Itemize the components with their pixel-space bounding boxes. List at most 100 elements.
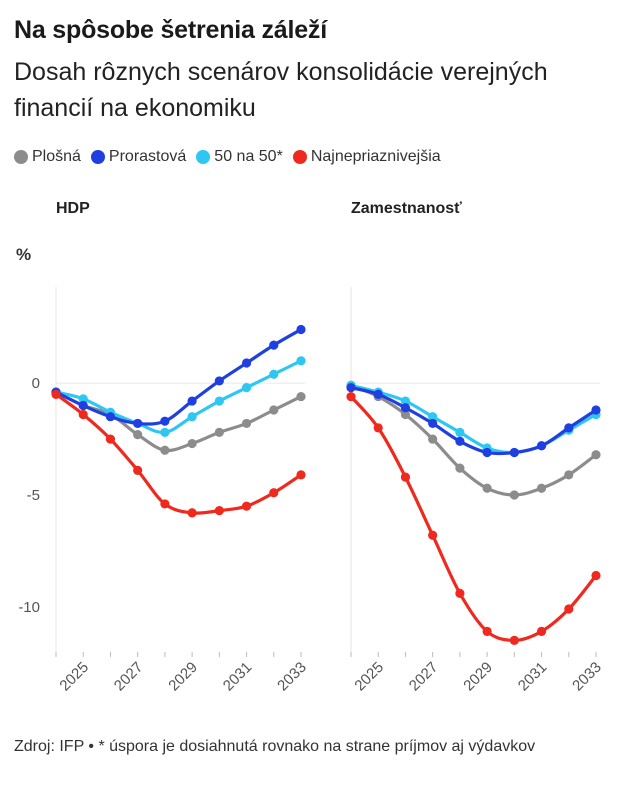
legend-swatch-50-na-50 (196, 150, 211, 164)
zamestnanost-x-tick-0: 2025 (351, 659, 387, 695)
hdp-point-prorastova-2027 (133, 418, 143, 429)
zamestnanost-point-najnepriaznivejsia-2033 (591, 570, 601, 581)
hdp-x-tick-2: 2029 (165, 659, 201, 695)
zamestnanost-point-najnepriaznivejsia-2029 (482, 626, 492, 637)
zamestnanost-point-plosna-2029 (482, 483, 492, 493)
zamestnanost-point-plosna-2033 (591, 450, 601, 460)
zamestnanost-point-plosna-2028 (455, 463, 465, 473)
zamestnanost-point-najnepriaznivejsia-2031 (536, 626, 547, 637)
hdp-point-plosna-2030 (214, 427, 224, 437)
unit-label: % (16, 245, 32, 264)
hdp-point-najnepriaznivejsia-2029 (187, 508, 197, 518)
zamestnanost-point-plosna-2026 (400, 409, 411, 420)
hdp-point-najnepriaznivejsia-2024 (51, 389, 61, 399)
hdp-point-prorastova-2033 (296, 324, 306, 335)
legend-item-prorastova: Prorastová (90, 148, 187, 166)
hdp-point-plosna-2027 (133, 430, 143, 440)
zamestnanost-x-tick-3: 2031 (515, 659, 551, 695)
legend-label-prorastova: Prorastová (108, 148, 187, 165)
hdp-point-50-na-50-2033 (296, 356, 306, 366)
hdp-point-prorastova-2029 (187, 396, 197, 406)
zamestnanost-point-najnepriaznivejsia-2026 (400, 472, 411, 482)
source-note: Zdroj: IFP • * úspora je dosiahnutá rovn… (14, 738, 536, 755)
hdp-point-plosna-2032 (269, 405, 279, 415)
hdp-point-najnepriaznivejsia-2032 (269, 488, 279, 498)
legend-swatch-najnepriaznivejsia (292, 150, 307, 164)
legend: Plošná Prorastová 50 na 50* Najnepriazni… (14, 148, 451, 166)
zamestnanost-point-prorastova-2025 (373, 389, 383, 399)
zamestnanost-x-tick-1: 2027 (406, 659, 442, 695)
zamestnanost-point-prorastova-2032 (564, 423, 574, 433)
hdp-point-plosna-2029 (187, 438, 197, 449)
hdp-point-50-na-50-2032 (269, 369, 279, 379)
hdp-y-tick-1: -5 (27, 487, 40, 504)
legend-swatch-prorastova (90, 150, 105, 164)
zamestnanost-point-najnepriaznivejsia-2025 (373, 423, 383, 433)
charts-canvas: 0 -5 -10 2025 2027 2029 2031 2033 2025 2027 2029 20… (18, 287, 605, 695)
zamestnanost-point-prorastova-2031 (536, 441, 547, 451)
zamestnanost-point-prorastova-2027 (428, 418, 438, 429)
panel-title-zamestnanost: Zamestnanosť (351, 200, 462, 217)
hdp-point-50-na-50-2029 (187, 412, 197, 422)
hdp-line-plosna (54, 390, 303, 453)
hdp-point-prorastova-2025 (78, 400, 88, 411)
zamestnanost-point-najnepriaznivejsia-2028 (455, 588, 465, 598)
zamestnanost-point-prorastova-2026 (400, 403, 411, 413)
zamestnanost-point-50-na-50-2026 (400, 396, 411, 406)
zamestnanost-x-tick-2: 2029 (460, 659, 496, 695)
hdp-point-najnepriaznivejsia-2026 (105, 434, 116, 444)
hdp-x-tick-1: 2027 (111, 659, 147, 695)
chart-subtitle: Dosah rôznych scenárov konsolidácie vere… (14, 58, 548, 122)
hdp-point-najnepriaznivejsia-2025 (78, 409, 88, 420)
zamestnanost-point-najnepriaznivejsia-2032 (564, 604, 574, 614)
hdp-x-tick-4: 2033 (274, 659, 310, 695)
hdp-y-tick-0: 0 (32, 375, 40, 392)
zamestnanost-point-plosna-2030 (509, 490, 519, 500)
zamestnanost-point-50-na-50-2027 (428, 412, 438, 422)
hdp-x-tick-0: 2025 (56, 659, 92, 695)
hdp-point-plosna-2031 (241, 418, 252, 429)
zamestnanost-point-prorastova-2033 (591, 405, 601, 415)
legend-item-50-na-50: 50 na 50* (196, 148, 283, 166)
zamestnanost-point-prorastova-2028 (455, 436, 465, 446)
zamestnanost-line-najnepriaznivejsia (349, 394, 598, 642)
hdp-x-tick-3: 2031 (220, 659, 256, 695)
zamestnanost-point-plosna-2032 (564, 470, 574, 480)
zamestnanost-point-prorastova-2029 (482, 447, 492, 458)
legend-label-50-na-50: 50 na 50* (214, 148, 283, 165)
legend-item-najnepriaznivejsia: Najnepriaznivejšia (292, 148, 441, 166)
zamestnanost-point-najnepriaznivejsia-2030 (509, 635, 519, 645)
hdp-point-najnepriaznivejsia-2027 (133, 465, 143, 475)
legend-item-plosna: Plošná (14, 148, 81, 166)
zamestnanost-point-najnepriaznivejsia-2024 (346, 391, 356, 402)
zamestnanost-line-prorastova (349, 386, 598, 456)
chart-title: Na spôsobe šetrenia záleží (14, 16, 327, 44)
hdp-point-najnepriaznivejsia-2030 (214, 506, 224, 516)
zamestnanost-point-plosna-2031 (536, 483, 547, 493)
hdp-point-prorastova-2031 (241, 358, 252, 368)
hdp-point-najnepriaznivejsia-2028 (160, 499, 170, 509)
hdp-point-prorastova-2028 (160, 416, 170, 426)
hdp-point-50-na-50-2028 (160, 427, 170, 437)
zamestnanost-point-50-na-50-2028 (455, 427, 465, 437)
hdp-point-plosna-2033 (296, 391, 306, 402)
zamestnanost-point-plosna-2027 (428, 434, 438, 444)
zamestnanost-point-najnepriaznivejsia-2027 (428, 530, 438, 540)
hdp-point-50-na-50-2030 (214, 396, 224, 406)
legend-label-plosna: Plošná (32, 148, 81, 165)
legend-label-najnepriaznivejsia: Najnepriaznivejšia (310, 148, 441, 165)
hdp-point-najnepriaznivejsia-2031 (241, 501, 252, 511)
zamestnanost-point-prorastova-2024 (346, 383, 356, 393)
hdp-line-najnepriaznivejsia (54, 392, 303, 515)
hdp-point-50-na-50-2025 (78, 394, 88, 404)
hdp-line-50-na-50 (54, 359, 303, 435)
hdp-line-prorastova (54, 327, 303, 426)
zamestnanost-point-prorastova-2030 (509, 447, 519, 458)
hdp-point-plosna-2028 (160, 445, 170, 455)
zamestnanost-line-plosna (349, 383, 598, 497)
panel-title-hdp: HDP (56, 200, 90, 217)
legend-swatch-plosna (14, 150, 28, 164)
hdp-point-50-na-50-2031 (241, 383, 252, 393)
hdp-point-prorastova-2032 (269, 340, 279, 350)
zamestnanost-x-tick-4: 2033 (569, 659, 605, 695)
